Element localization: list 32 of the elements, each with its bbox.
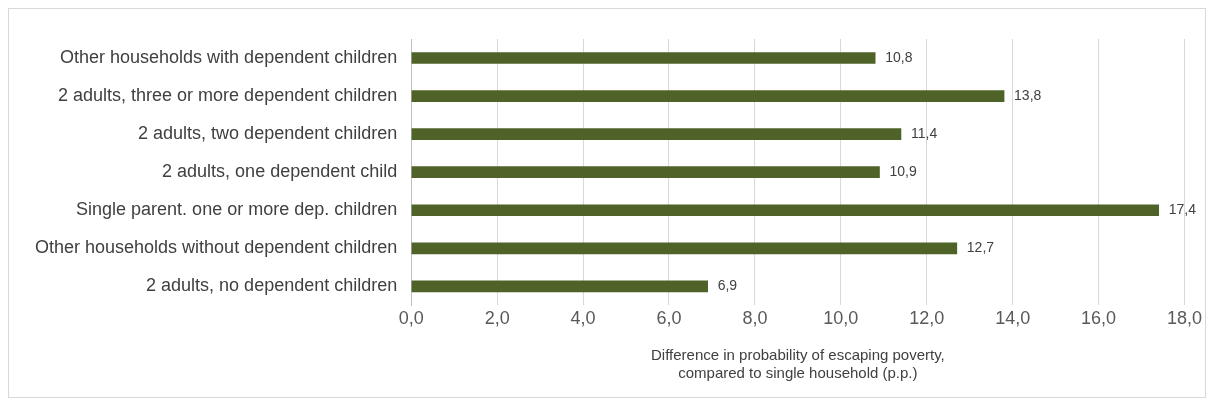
x-tick-label: 14,0: [995, 308, 1031, 329]
bar: [411, 166, 880, 179]
x-tick-label: 0,0: [398, 308, 424, 329]
bar: [411, 90, 1005, 102]
data-label: 12,7: [966, 239, 995, 256]
data-label: 13,8: [1014, 86, 1042, 103]
x-tick-label: 18,0: [1166, 308, 1203, 329]
y-tick-label: Other households with dependent children: [60, 47, 398, 67]
y-tick-label: 2 adults, one dependent child: [162, 161, 398, 182]
y-tick-label: 2 adults, no dependent children: [146, 275, 398, 296]
x-tick-label: 2,0: [484, 308, 510, 329]
x-tick-label: 10,0: [823, 308, 859, 329]
data-label: 10,8: [885, 48, 913, 65]
x-tick-label: 12,0: [909, 308, 945, 329]
bar: [411, 242, 958, 255]
bar: [411, 128, 902, 140]
y-tick-label: Other households without dependent children: [35, 237, 398, 258]
x-tick-label: 16,0: [1081, 308, 1117, 329]
x-axis-title: Difference in probability of escaping poverty, compared to single household (p.p.): [650, 346, 945, 382]
bar: [411, 52, 876, 64]
x-tick-label: 4,0: [570, 308, 596, 329]
bar: [411, 280, 708, 293]
y-tick-label: 2 adults, three or more dependent children: [58, 85, 398, 106]
y-tick-label: 2 adults, two dependent children: [138, 123, 398, 144]
data-label: 6,9: [717, 277, 738, 294]
data-label: 10,9: [889, 163, 917, 180]
data-label: 11,4: [910, 125, 938, 141]
x-tick-label: 6,0: [656, 308, 682, 329]
data-label: 17,4: [1168, 201, 1197, 218]
bar: [411, 204, 1160, 217]
y-tick-label: Single parent. one or more dep. children: [76, 199, 398, 220]
x-tick-label: 8,0: [742, 308, 768, 329]
